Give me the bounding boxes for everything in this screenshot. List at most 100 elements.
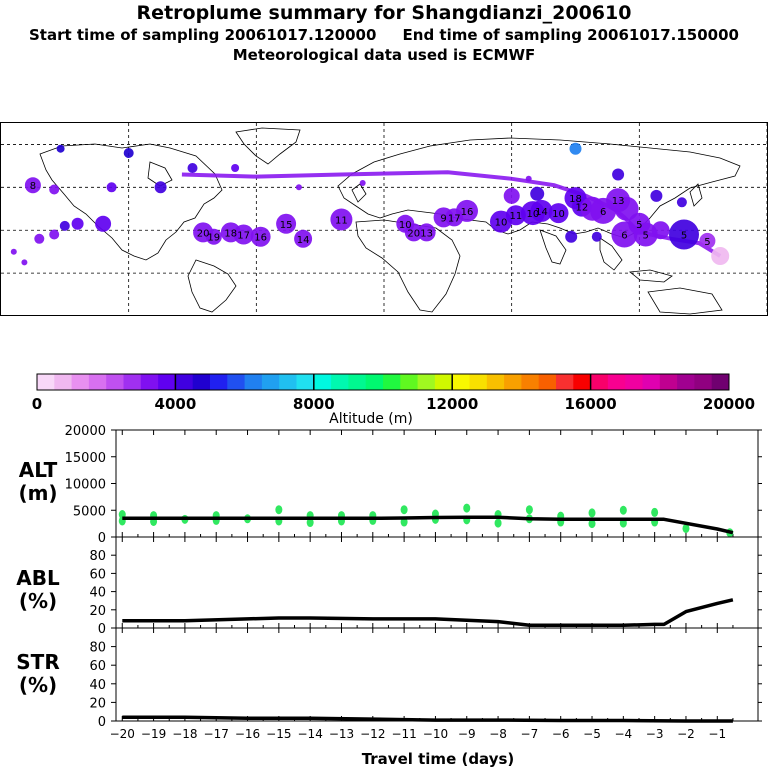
colorbar-cell-23 <box>434 374 453 390</box>
colorbar-cell-24 <box>452 374 470 390</box>
coast-india <box>539 229 567 265</box>
abl-ytick-label-1: 20 <box>89 604 106 619</box>
plume-cluster-label-13: 17 <box>448 213 461 224</box>
plume-cluster-label-27: 5 <box>681 231 687 242</box>
plume-cluster-dot-40 <box>669 219 699 250</box>
plume-cluster-label-22: 6 <box>600 207 606 218</box>
coast-indonesia <box>628 269 673 283</box>
colorbar-cell-9 <box>192 374 211 390</box>
x-tick-label-11: −9 <box>458 727 476 741</box>
alt-scatter-point-28 <box>588 519 596 529</box>
alt-ytick-label-2: 10000 <box>65 478 106 493</box>
abl-frame <box>115 536 759 629</box>
plume-cluster-dot-24 <box>456 199 478 222</box>
plume-cluster-label-9: 10 <box>399 220 412 231</box>
str-frame <box>115 627 759 722</box>
str-ytick-label-2: 40 <box>89 678 106 693</box>
plume-cluster-dot-3 <box>154 181 167 194</box>
alt-scatter-point-33 <box>651 507 659 517</box>
plume-cluster-label-14: 16 <box>461 207 474 218</box>
plume-cluster-label-1: 20 <box>197 228 210 239</box>
plume-cluster-label-3: 18 <box>224 228 237 239</box>
alt-scatter-point-17 <box>400 505 408 515</box>
plume-cluster-label-8: 11 <box>335 216 348 227</box>
plume-cluster-dot-17 <box>294 229 313 248</box>
plume-cluster-label-11: 13 <box>420 228 433 239</box>
plume-cluster-dot-43 <box>650 189 663 202</box>
str-ytick-label-1: 20 <box>89 696 106 711</box>
plume-cluster-label-21: 12 <box>576 203 589 214</box>
alt-ytick-label-0: 0 <box>98 531 106 546</box>
colorbar-cell-6 <box>140 374 159 390</box>
x-tick-label-4: −16 <box>235 727 260 741</box>
plume-cluster-dot-49 <box>295 184 302 191</box>
plume-cluster-dot-2 <box>106 182 117 193</box>
colorbar-cell-2 <box>71 374 90 390</box>
colorbar-cell-19 <box>365 374 384 390</box>
str-ytick-label-0: 0 <box>98 715 106 730</box>
x-tick-label-18: −2 <box>677 727 695 741</box>
plume-cluster-dot-47 <box>565 230 578 243</box>
alt-unit: (m) <box>18 481 57 505</box>
plume-cluster-label-17: 10 <box>527 209 540 220</box>
colorbar-cell-16 <box>313 374 332 390</box>
altitude-colorbar: 0 4000 8000 12000 16000 20000 Altitude (m) <box>32 373 755 427</box>
colorbar-label: Altitude (m) <box>329 411 413 427</box>
met-data-source: Meteorological data used is ECMWF <box>232 46 536 64</box>
plume-cluster-dot-12 <box>205 228 222 245</box>
plume-cluster-label-16: 11 <box>510 211 523 222</box>
coast-south-america <box>187 259 237 313</box>
plume-cluster-dot-14 <box>233 224 254 245</box>
colorbar-cell-37 <box>677 374 695 390</box>
colorbar-cell-33 <box>607 374 626 390</box>
alt-ytick-label-3: 15000 <box>65 451 106 466</box>
x-tick-label-14: −6 <box>552 727 570 741</box>
plume-cluster-dot-66 <box>10 248 17 255</box>
plume-cluster-dot-51 <box>525 175 532 182</box>
coast-hudson-bay <box>147 161 173 187</box>
x-tick-label-2: −18 <box>172 727 197 741</box>
plume-cluster-dot-45 <box>612 168 625 181</box>
x-tick-label-0: −20 <box>110 727 135 741</box>
colorbar-cell-29 <box>538 374 557 390</box>
alt-scatter-point-21 <box>463 503 471 513</box>
plume-cluster-dot-21 <box>417 223 436 242</box>
plume-cluster-dot-0 <box>24 177 41 194</box>
plume-cluster-label-18: 14 <box>535 207 548 218</box>
plume-cluster-label-12: 9 <box>440 213 446 224</box>
alt-ytick-label-1: 5000 <box>73 504 106 519</box>
plume-cluster-dot-41 <box>699 232 716 249</box>
plume-cluster-dot-5 <box>231 164 240 172</box>
x-tick-label-3: −17 <box>204 727 229 741</box>
abl-series-line <box>122 598 734 628</box>
plume-cluster-dot-6 <box>59 220 70 231</box>
sampling-period: Start time of sampling 20061017.120000 E… <box>29 26 739 44</box>
alt-axis-label: ALT (m) <box>18 458 57 505</box>
colorbar-tick-label-2: 8000 <box>293 395 335 413</box>
colorbar-cell-32 <box>590 374 609 390</box>
colorbar-cell-26 <box>486 374 505 390</box>
x-tick-label-5: −15 <box>266 727 291 741</box>
x-tick-label-12: −8 <box>489 727 507 741</box>
plume-cluster-label-25: 6 <box>621 231 627 242</box>
plume-cluster-label-28: 5 <box>704 237 710 248</box>
colorbar-cell-30 <box>556 374 574 390</box>
colorbar-cell-3 <box>88 374 107 390</box>
x-axis-title: Travel time (days) <box>362 750 515 768</box>
plume-cluster-dot-8 <box>95 215 112 232</box>
alt-scatter-point-16 <box>400 517 408 527</box>
colorbar-cell-17 <box>331 374 349 390</box>
colorbar-tick-label-1: 4000 <box>155 395 197 413</box>
plume-cluster-label-20: 18 <box>569 194 582 205</box>
colorbar-cell-28 <box>521 374 540 390</box>
colorbar-cell-14 <box>279 374 297 390</box>
x-tick-label-1: −19 <box>141 727 166 741</box>
colorbar-cell-15 <box>296 374 315 390</box>
colorbar-cell-27 <box>504 374 522 390</box>
x-tick-label-9: −11 <box>391 727 416 741</box>
colorbar-cell-13 <box>261 374 280 390</box>
colorbar-cell-22 <box>417 374 436 390</box>
plume-cluster-dot-37 <box>611 221 638 248</box>
coast-japan <box>689 183 703 207</box>
